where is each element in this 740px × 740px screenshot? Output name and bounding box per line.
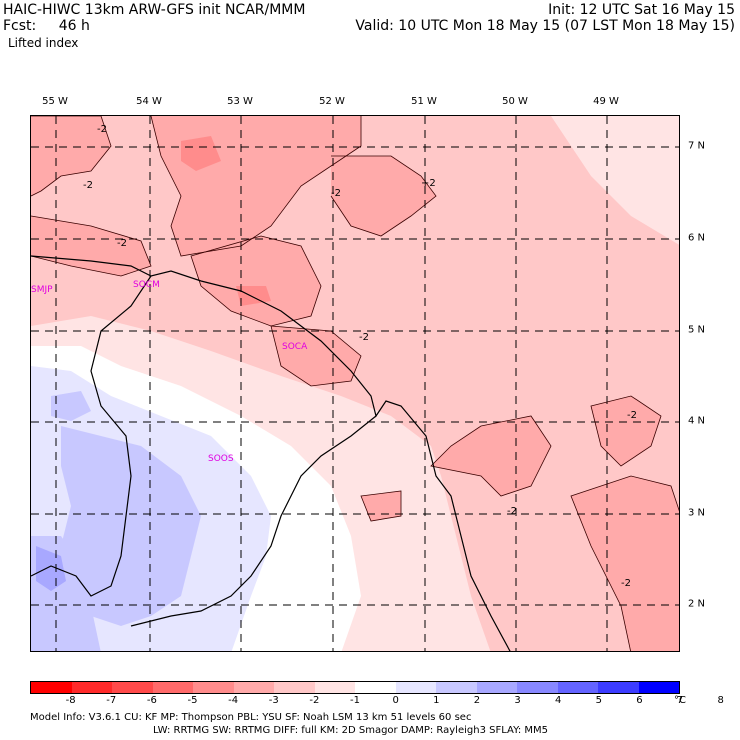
forecast-hour: Fcst: 46 h: [3, 18, 90, 34]
colorbar-swatch: [274, 682, 315, 693]
coastline: [31, 255, 511, 651]
lat-label: 4 N: [688, 415, 706, 427]
colorbar-swatch: [233, 682, 274, 693]
contour-label: -2: [97, 124, 107, 135]
colorbar-tick-label: -5: [187, 695, 198, 706]
lat-label: 2 N: [688, 598, 706, 610]
colorbar-swatch: [355, 682, 396, 693]
field-band-plus2-patch: [51, 391, 91, 421]
colorbar-swatch: [152, 682, 193, 693]
colorbar-swatch: [314, 682, 355, 693]
lon-label: 51 W: [411, 96, 437, 107]
valid-time: Valid: 10 UTC Mon 18 May 15 (07 LST Mon …: [355, 18, 735, 34]
colorbar-tick-label: -2: [309, 695, 320, 706]
lifted-index-map: SMJP SOCM SOCA SOOS -2 -2 -2 -2 +2 -2 -2…: [30, 115, 680, 652]
contour-label: -2: [117, 238, 127, 249]
model-info-line1: Model Info: V3.6.1 CU: KF MP: Thompson P…: [30, 712, 472, 723]
colorbar-tick-label: -8: [65, 695, 76, 706]
colorbar-tick-label: -4: [228, 695, 239, 706]
contour-label: -2: [359, 332, 369, 343]
contour-label: -2: [621, 578, 631, 589]
colorbar-tick-label: 3: [514, 695, 521, 706]
lat-label: 5 N: [688, 324, 706, 336]
field-band-minus3-soca: [271, 326, 361, 386]
contour-label: -2: [83, 180, 93, 191]
field-band-plus3: [36, 546, 66, 591]
contour-label: -2: [627, 410, 637, 421]
lat-label: 3 N: [688, 507, 706, 519]
colorbar-swatch: [31, 682, 72, 693]
colorbar-tick-label: 6: [636, 695, 643, 706]
station-label: SOCM: [133, 280, 160, 290]
colorbar-tick-label: -3: [268, 695, 279, 706]
field-band-plus2: [61, 426, 201, 626]
contour-label: -2: [507, 506, 517, 517]
station-label: SMJP: [31, 285, 53, 295]
colorbar-swatch: [193, 682, 234, 693]
field-band-minus3-e: [431, 416, 551, 496]
lon-label: 50 W: [502, 96, 528, 107]
colorbar-unit: °C: [674, 695, 686, 706]
colorbar-swatch: [598, 682, 639, 693]
lat-label: 6 N: [688, 232, 706, 244]
colorbar-swatch: [476, 682, 517, 693]
colorbar-swatch: [517, 682, 558, 693]
contours: [31, 116, 679, 651]
colorbar-swatch: [395, 682, 436, 693]
field-band-minus3-ne: [331, 156, 436, 236]
colorbar-tick-label: 2: [473, 695, 481, 706]
colorbar-tick-label: 4: [554, 695, 562, 706]
graticule: [31, 116, 679, 651]
contour-label: +2: [421, 178, 436, 189]
station-label: SOOS: [208, 454, 234, 464]
lon-label: 49 W: [593, 96, 619, 107]
colorbar-tick-label: 8: [717, 695, 724, 706]
colorbar-tick-label: 5: [595, 695, 602, 706]
fcst-label: Fcst:: [3, 18, 37, 34]
colorbar-swatch: [112, 682, 153, 693]
colorbar-tick-label: -1: [350, 695, 360, 706]
map-canvas: [31, 116, 679, 651]
field-band-minus4-a: [181, 136, 221, 171]
lon-label: 55 W: [42, 96, 68, 107]
field-band-minus3-se: [571, 476, 679, 651]
field-band-minus3-e2: [591, 396, 661, 466]
model-title: HAIC-HIWC 13km ARW-GFS init NCAR/MMM: [3, 2, 306, 18]
fcst-value: 46 h: [58, 18, 90, 34]
init-time: Init: 12 UTC Sat 16 May 15: [548, 2, 735, 18]
station-label: SOCA: [282, 342, 308, 352]
lat-label: 7 N: [688, 140, 706, 152]
colorbar-swatch: [557, 682, 598, 693]
colorbar-swatch: [71, 682, 112, 693]
model-info-line2: LW: RRTMG SW: RRTMG DIFF: full KM: 2D Sm…: [153, 725, 549, 736]
colorbar-swatch: [638, 682, 679, 693]
lon-label: 54 W: [136, 96, 162, 107]
colorbar: [30, 681, 680, 694]
field-name: Lifted index: [8, 36, 79, 50]
colorbar-tick-label: -7: [106, 695, 117, 706]
colorbar-tick-label: 1: [433, 695, 440, 706]
lon-label: 52 W: [319, 96, 345, 107]
field-band-minus1-ne: [551, 116, 679, 245]
colorbar-swatch: [436, 682, 477, 693]
colorbar-tick-label: 7: [676, 695, 684, 706]
colorbar-tick-label: -6: [146, 695, 157, 706]
colorbar-tick-label: 0: [392, 695, 399, 706]
field-band-minus3-nw: [31, 116, 111, 196]
lon-label: 53 W: [227, 96, 253, 107]
field-band-minus3-c: [191, 236, 321, 326]
contour-label: -2: [331, 188, 341, 199]
field-band-minus3-w: [31, 216, 151, 276]
